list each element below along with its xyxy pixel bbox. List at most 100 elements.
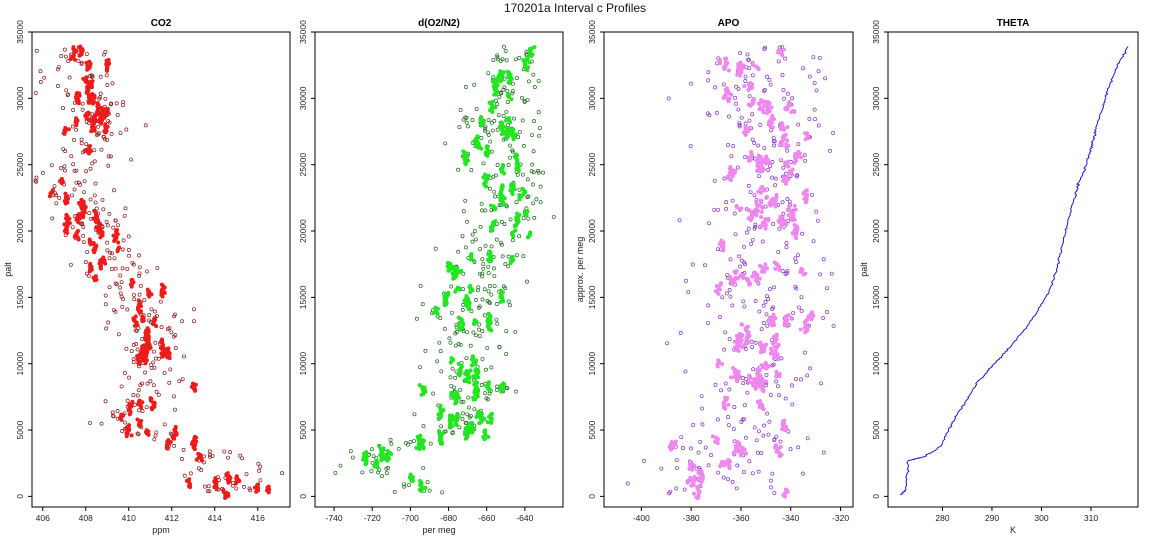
data-point-cluster — [726, 458, 731, 463]
data-point-cluster — [759, 163, 764, 168]
data-point — [153, 340, 158, 345]
data-point — [707, 113, 712, 118]
data-point — [751, 367, 756, 372]
data-point — [152, 437, 157, 442]
data-point-cluster — [766, 364, 771, 369]
data-point-cluster — [749, 150, 754, 155]
data-point — [492, 284, 497, 289]
data-point — [433, 246, 438, 251]
data-point — [466, 124, 471, 129]
data-point — [749, 339, 754, 344]
data-point — [682, 487, 687, 492]
data-point-cluster — [520, 186, 525, 191]
data-point — [106, 154, 111, 159]
data-point — [230, 483, 235, 488]
data-point-cluster — [754, 199, 759, 204]
data-point — [90, 74, 95, 79]
data-point — [774, 434, 779, 439]
data-point — [137, 271, 142, 276]
data-point — [802, 153, 807, 158]
data-point — [718, 315, 722, 319]
data-point-cluster — [99, 105, 104, 110]
data-point — [659, 466, 664, 471]
data-point — [776, 59, 781, 64]
data-point — [772, 490, 777, 495]
data-point — [380, 474, 384, 479]
data-point — [677, 218, 682, 223]
data-point — [477, 322, 482, 327]
data-point-cluster — [192, 434, 197, 439]
data-point — [728, 257, 733, 262]
data-point — [107, 120, 112, 125]
data-point-cluster — [133, 314, 138, 319]
data-point — [458, 107, 463, 112]
data-point — [451, 385, 456, 390]
data-point — [520, 118, 525, 123]
data-point — [531, 149, 536, 154]
data-point — [125, 266, 130, 271]
data-point — [121, 238, 126, 243]
data-point — [688, 144, 693, 149]
data-point-cluster — [78, 44, 83, 49]
data-point-cluster — [735, 439, 740, 444]
data-point — [242, 484, 246, 489]
data-point — [70, 124, 75, 129]
data-point — [84, 169, 89, 174]
data-point — [478, 246, 482, 251]
data-point — [99, 421, 104, 426]
data-point — [111, 308, 116, 313]
data-point-cluster — [508, 188, 513, 193]
x-tick-label: -340 — [782, 513, 799, 523]
data-point — [743, 262, 747, 267]
data-point-cluster — [692, 491, 697, 496]
data-point-cluster — [455, 285, 460, 290]
data-point — [120, 304, 125, 309]
data-point — [698, 439, 703, 444]
data-point-cluster — [773, 349, 778, 354]
data-point — [131, 292, 136, 297]
data-point — [388, 437, 393, 442]
data-point — [192, 319, 196, 324]
data-point — [770, 363, 775, 368]
panel-theta: THETA 280 290 300 310 0 5000 10000 15000 20000 250… — [859, 18, 1139, 535]
data-point-cluster — [493, 219, 498, 224]
data-point — [74, 127, 79, 132]
data-point — [450, 431, 455, 435]
data-point — [480, 329, 485, 334]
x-tick-label: 414 — [208, 513, 222, 523]
data-point — [470, 232, 475, 237]
data-point-cluster — [87, 144, 92, 149]
data-point-cluster — [755, 168, 760, 173]
data-point — [431, 391, 436, 396]
panel-do2n2: d(O2/N2) -740 -720 -700 -680 -660 -640 0 5000 100… — [298, 18, 564, 535]
data-point-cluster — [462, 298, 467, 303]
data-point — [472, 82, 477, 87]
y-tick-label: 25000 — [15, 153, 25, 177]
data-point — [470, 239, 475, 244]
data-point — [33, 90, 38, 95]
data-point — [534, 197, 539, 202]
data-point — [785, 148, 790, 153]
data-point — [188, 471, 193, 476]
data-point — [726, 423, 731, 427]
data-point — [180, 319, 184, 324]
data-point — [384, 471, 389, 476]
data-point-cluster — [129, 433, 134, 438]
data-point-cluster — [748, 81, 753, 86]
data-point-cluster — [746, 207, 751, 212]
data-point — [98, 74, 103, 79]
data-point — [790, 402, 795, 407]
data-point — [491, 58, 496, 63]
data-point — [828, 148, 832, 153]
data-point-cluster — [116, 240, 121, 245]
data-point — [83, 260, 88, 265]
data-point — [371, 454, 376, 459]
data-point-cluster — [511, 127, 516, 132]
data-point — [116, 332, 121, 337]
data-point — [753, 224, 758, 229]
data-point — [819, 381, 824, 386]
data-point — [679, 435, 684, 440]
data-point-cluster — [506, 92, 511, 97]
data-point — [706, 70, 711, 75]
